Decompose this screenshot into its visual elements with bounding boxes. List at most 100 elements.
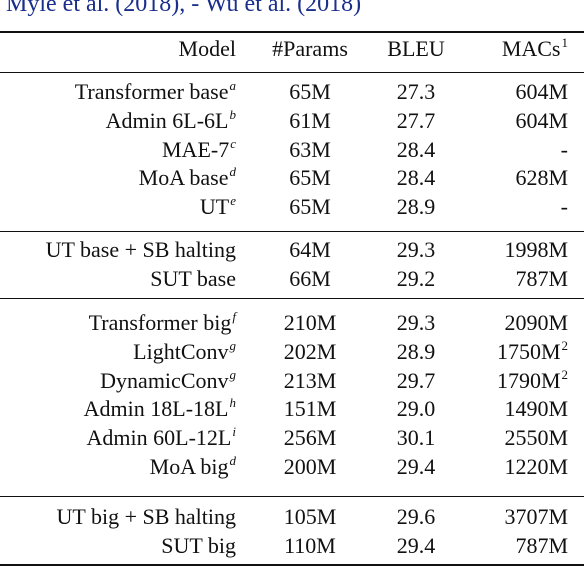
table-header: Model #Params BLEU MACs1 (0, 35, 584, 63)
model-name: MoA base (138, 165, 229, 191)
cell-bleu: 28.9 (396, 194, 436, 220)
macs-value: 2550M (504, 425, 568, 451)
header-model: Model (179, 35, 236, 63)
group-rule (0, 72, 584, 73)
model-footnote-marker: b (229, 106, 237, 122)
cell-macs: 2090M (504, 309, 568, 337)
cell-params: 61M (289, 107, 331, 133)
cell-macs: 1998M (504, 236, 568, 264)
model-footnote-marker: d (229, 164, 237, 180)
cell-macs: 1790M2 (497, 367, 568, 395)
cell-bleu: 29.4 (396, 454, 436, 479)
table-row: Admin 18L-18Lh 151M 29.0 1490M (0, 395, 584, 423)
table-row: SUT big 110M 29.4 787M (0, 532, 584, 560)
macs-footnote-marker: 2 (561, 337, 569, 353)
macs-value: 1998M (504, 237, 568, 262)
model-footnote-marker: d (229, 453, 237, 468)
cell-params: 65M (289, 165, 331, 191)
cell-params: 213M (283, 367, 337, 393)
cell-macs: 1750M2 (497, 338, 568, 366)
table-row: Admin 60L-12Li 256M 30.1 2550M (0, 424, 584, 452)
cell-params: 65M (289, 79, 331, 104)
header-model-label: Model (178, 36, 236, 61)
cell-model: DynamicConvg (100, 367, 236, 395)
cell-macs: 628M (515, 164, 568, 192)
cell-bleu: 30.1 (396, 425, 436, 451)
table-row: Transformer basea 65M 27.3 604M (0, 78, 584, 106)
macs-value: 604M (515, 79, 568, 104)
cell-bleu: 28.4 (396, 165, 436, 191)
cell-bleu: 29.2 (396, 265, 436, 291)
model-name: UT big + SB halting (56, 504, 236, 529)
header-macs-label: MACs (501, 36, 561, 61)
cell-macs: 604M (515, 107, 568, 135)
model-footnote-marker: i (232, 424, 236, 440)
cell-params: 151M (283, 396, 337, 422)
cell-params: 105M (283, 504, 337, 529)
table-row: SUT base 66M 29.2 787M (0, 265, 584, 293)
cell-bleu: 29.0 (396, 396, 436, 422)
macs-value: 3707M (504, 504, 568, 529)
cell-bleu: 28.9 (396, 338, 436, 364)
table-row: MoA bigd 200M 29.4 1220M (0, 453, 584, 481)
cell-model: MAE-7c (162, 136, 236, 164)
cell-macs: 1220M (504, 453, 568, 481)
cell-model: Transformer basea (75, 78, 236, 106)
cell-model: Admin 60L-12Li (87, 424, 236, 452)
model-footnote-marker: g (229, 337, 237, 353)
model-name: SUT base (150, 265, 236, 291)
table-row: UT big + SB halting 105M 29.6 3707M (0, 503, 584, 531)
model-name: Transformer base (74, 79, 229, 104)
macs-value: 604M (515, 107, 568, 133)
cell-macs: - (561, 193, 568, 221)
cell-bleu: 29.4 (396, 532, 436, 558)
group-rule (0, 496, 584, 497)
model-name: UT base + SB halting (45, 237, 236, 262)
cell-model: SUT big (161, 532, 236, 560)
cell-bleu: 29.7 (396, 367, 436, 393)
top-rule (0, 31, 584, 33)
model-name: Transformer big (88, 310, 232, 335)
table-row: DynamicConvg 213M 29.7 1790M2 (0, 367, 584, 395)
bottom-rule (0, 564, 584, 566)
cell-model: Admin 6L-6Lb (106, 107, 236, 135)
cell-model: Admin 18L-18Lh (84, 395, 236, 423)
cell-bleu: 27.7 (396, 107, 436, 133)
table-row: MoA based 65M 28.4 628M (0, 164, 584, 192)
model-name: DynamicConv (100, 367, 229, 393)
cell-model: SUT base (150, 265, 236, 293)
cell-bleu: 28.4 (396, 136, 436, 162)
macs-value: 787M (515, 532, 568, 558)
cell-params: 65M (289, 194, 331, 220)
model-footnote-marker: c (230, 135, 236, 151)
table-row: LightConvg 202M 28.9 1750M2 (0, 338, 584, 366)
cell-bleu: 29.6 (396, 504, 436, 529)
model-footnote-marker: h (229, 395, 237, 411)
macs-value: 787M (515, 265, 568, 291)
header-bleu: BLEU (387, 36, 445, 61)
cell-bleu: 29.3 (396, 310, 436, 335)
cell-params: 256M (283, 425, 337, 451)
macs-value: 1490M (504, 396, 568, 422)
table-row: UTe 65M 28.9 - (0, 193, 584, 221)
model-footnote-marker: f (232, 309, 236, 324)
macs-value: 1790M (496, 367, 561, 393)
header-params: #Params (272, 36, 348, 61)
table-row: UT base + SB halting 64M 29.3 1998M (0, 236, 584, 264)
model-name: SUT big (161, 532, 236, 558)
cell-macs: 1490M (504, 395, 568, 423)
header-macs-footnote: 1 (561, 35, 569, 50)
model-name: Admin 18L-18L (83, 396, 229, 422)
cell-params: 63M (289, 136, 331, 162)
cell-macs: 787M (515, 265, 568, 293)
cell-macs: 2550M (504, 424, 568, 452)
model-name: LightConv (133, 338, 229, 364)
model-name: UT (199, 194, 230, 220)
macs-value: - (560, 194, 568, 220)
header-macs: MACs1 (502, 35, 568, 63)
model-footnote-marker: g (229, 366, 237, 382)
cell-macs: - (561, 136, 568, 164)
table-row: Admin 6L-6Lb 61M 27.7 604M (0, 107, 584, 135)
cell-model: MoA based (139, 164, 236, 192)
cell-model: UT base + SB halting (46, 236, 236, 264)
